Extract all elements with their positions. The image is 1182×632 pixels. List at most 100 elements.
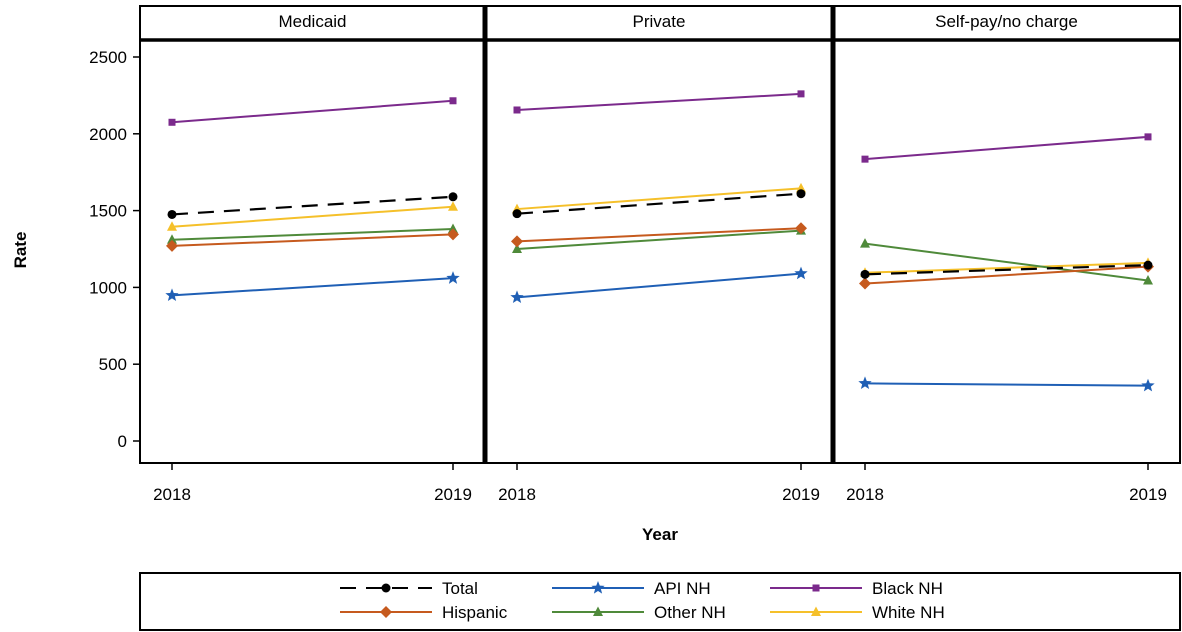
series-hispanic: [511, 222, 807, 248]
series-line-hispanic: [864, 265, 1149, 285]
panels: Medicaid Private Self-pay/no charge: [139, 5, 1181, 464]
series-line-white-nh: [864, 261, 1149, 274]
legend-marker-other-nh: [593, 606, 603, 616]
legend-label: White NH: [872, 603, 945, 622]
series-api-nh: [510, 266, 808, 304]
data-point-other-nh: [1143, 274, 1153, 285]
axes: 2018 2019 2018 2019 2018 2019 0 500 1000 1500 2000…: [89, 6, 1180, 504]
series-white-nh: [167, 201, 458, 231]
data-point-white-nh: [167, 221, 177, 231]
data-point-api-nh: [858, 376, 872, 390]
data-point-total: [1143, 260, 1153, 270]
legend-marker-api-nh: [591, 581, 605, 594]
legend-label: Black NH: [872, 579, 943, 598]
data-point-hispanic: [511, 235, 523, 248]
data-point-total: [448, 192, 458, 202]
panel-private: Private: [484, 5, 834, 464]
data-point-other-nh: [167, 234, 177, 244]
data-point-total: [512, 209, 522, 219]
legend-marker-total: [381, 583, 391, 593]
data-point-black-nh: [797, 90, 805, 98]
series-black-nh: [513, 90, 805, 114]
series-other-nh: [860, 238, 1153, 285]
series-line-black-nh: [864, 135, 1149, 161]
legend-label: Other NH: [654, 603, 726, 622]
series-line-hispanic: [516, 227, 802, 243]
series-line-total: [171, 195, 454, 216]
x-tick-label: 2019: [782, 485, 820, 504]
x-tick-label: 2019: [1129, 485, 1167, 504]
series-line-api-nh: [516, 272, 802, 299]
data-point-total: [796, 189, 806, 199]
panel-self-pay-no-charge: Self-pay/no charge: [832, 5, 1181, 464]
series-api-nh: [858, 376, 1155, 392]
data-point-total: [860, 269, 870, 279]
series-line-white-nh: [516, 187, 802, 211]
series-line-total: [864, 264, 1149, 276]
data-point-api-nh: [165, 288, 179, 302]
legend-item-hispanic: Hispanic: [340, 603, 508, 622]
legend-marker-hispanic: [380, 606, 392, 618]
legend-label: Hispanic: [442, 603, 508, 622]
data-point-other-nh: [512, 243, 522, 253]
data-point-black-nh: [1144, 133, 1152, 141]
legend-item-white-nh: White NH: [770, 603, 945, 622]
y-tick-label: 500: [99, 355, 127, 374]
x-axis-title: Year: [642, 525, 678, 544]
legend-item-api-nh: API NH: [552, 579, 711, 598]
series-line-total: [516, 192, 802, 215]
legend: Total API NH Black NH Hispanic Other NH White…: [139, 572, 1181, 631]
data-point-black-nh: [449, 97, 457, 105]
legend-item-black-nh: Black NH: [770, 579, 943, 598]
series-black-nh: [168, 97, 457, 126]
data-point-api-nh: [1141, 378, 1155, 392]
legend-marker-black-nh: [812, 584, 820, 592]
data-point-hispanic: [166, 239, 178, 252]
data-point-other-nh: [860, 238, 870, 248]
data-point-black-nh: [168, 118, 176, 126]
x-tick-label: 2019: [434, 485, 472, 504]
data-point-hispanic: [795, 222, 807, 235]
panel-title: Self-pay/no charge: [935, 12, 1078, 31]
data-point-api-nh: [446, 271, 460, 284]
series-line-api-nh: [864, 382, 1149, 387]
x-tick-label: 2018: [498, 485, 536, 504]
series-total: [860, 260, 1153, 279]
legend-marker-white-nh: [811, 606, 821, 616]
series-line-other-nh: [864, 242, 1149, 282]
plot-frame: [832, 39, 1181, 464]
y-axis-title: Rate: [11, 232, 30, 269]
series-line-hispanic: [171, 233, 454, 247]
y-tick-label: 1000: [89, 278, 127, 297]
series-line-black-nh: [516, 92, 802, 111]
panel-title: Private: [633, 12, 686, 31]
legend-box: [139, 572, 1181, 631]
series-line-black-nh: [171, 99, 454, 124]
y-tick-label: 0: [118, 432, 127, 451]
series-line-api-nh: [171, 277, 454, 297]
legend-item-total: Total: [340, 579, 478, 598]
data-point-white-nh: [448, 201, 458, 211]
series-total: [167, 192, 458, 219]
data-point-black-nh: [861, 155, 869, 163]
panel-header: [139, 5, 486, 41]
x-tick-label: 2018: [153, 485, 191, 504]
y-tick-label: 2000: [89, 125, 127, 144]
legend-item-other-nh: Other NH: [552, 603, 726, 622]
series-line-other-nh: [171, 228, 454, 241]
legend-label: API NH: [654, 579, 711, 598]
plot-frame: [484, 39, 834, 464]
data-point-api-nh: [510, 290, 524, 304]
y-tick-label: 2500: [89, 48, 127, 67]
series-api-nh: [165, 271, 460, 302]
series-white-nh: [512, 182, 806, 214]
y-tick-label: 1500: [89, 202, 127, 221]
data-point-other-nh: [448, 223, 458, 234]
data-point-api-nh: [794, 266, 808, 280]
plot-frame: [139, 39, 486, 464]
data-point-black-nh: [513, 106, 521, 114]
data-point-hispanic: [447, 228, 459, 241]
series-line-other-nh: [516, 229, 802, 250]
series-hispanic: [166, 228, 459, 252]
data-point-white-nh: [796, 182, 806, 193]
